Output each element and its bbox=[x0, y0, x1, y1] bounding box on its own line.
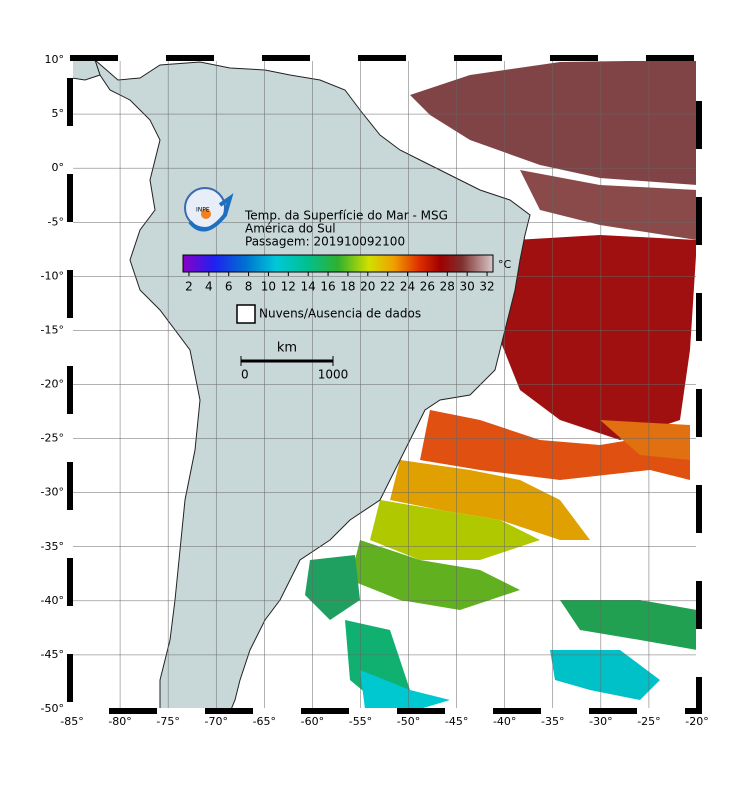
map-region: América do Sul bbox=[245, 222, 336, 236]
x-tick-label: -35° bbox=[541, 715, 564, 728]
inpe-logo: INPE bbox=[184, 187, 234, 232]
map-title: Temp. da Superfície do Mar - MSG bbox=[244, 209, 448, 223]
colorbar-tick-label: 26 bbox=[420, 280, 435, 294]
scale-tick-label: 0 bbox=[241, 368, 249, 382]
scale-unit: km bbox=[277, 341, 297, 356]
x-tick-label: -25° bbox=[637, 715, 660, 728]
x-tick-label: -70° bbox=[204, 715, 227, 728]
colorbar-tick-label: 18 bbox=[340, 280, 355, 294]
legend-label: Nuvens/Ausencia de dados bbox=[259, 307, 421, 321]
colorbar-tick-label: 30 bbox=[460, 280, 475, 294]
colorbar-tick-label: 20 bbox=[360, 280, 375, 294]
y-tick-label: -25° bbox=[41, 432, 64, 445]
map-pass: Passagem: 201910092100 bbox=[245, 235, 405, 249]
x-tick-label: -30° bbox=[589, 715, 612, 728]
x-tick-label: -60° bbox=[301, 715, 324, 728]
map-layers bbox=[72, 60, 697, 709]
x-tick-label: -80° bbox=[108, 715, 131, 728]
x-tick-label: -40° bbox=[493, 715, 516, 728]
colorbar-tick-label: 2 bbox=[185, 280, 193, 294]
colorbar-tick-label: 24 bbox=[400, 280, 415, 294]
x-tick-label: -65° bbox=[253, 715, 276, 728]
colorbar-tick-label: 32 bbox=[479, 280, 494, 294]
y-tick-label: -30° bbox=[41, 486, 64, 499]
x-tick-label: -45° bbox=[445, 715, 468, 728]
colorbar-tick-label: 8 bbox=[245, 280, 253, 294]
colorbar-tick-label: 12 bbox=[281, 280, 296, 294]
central-america-land bbox=[72, 60, 101, 81]
x-tick-label: -20° bbox=[685, 715, 708, 728]
colorbar-tick-label: 4 bbox=[205, 280, 213, 294]
colorbar-tick-label: 6 bbox=[225, 280, 233, 294]
y-tick-label: -10° bbox=[41, 269, 64, 282]
y-tick-label: 0° bbox=[52, 161, 65, 174]
x-tick-label: -85° bbox=[60, 715, 83, 728]
legend-swatch bbox=[236, 304, 256, 324]
y-tick-label: -45° bbox=[41, 648, 64, 661]
colorbar-tick-label: 14 bbox=[301, 280, 316, 294]
y-tick-label: 10° bbox=[45, 53, 65, 66]
logo-text: INPE bbox=[196, 207, 210, 214]
graticule bbox=[72, 60, 697, 709]
y-tick-label: -15° bbox=[41, 323, 64, 336]
colorbar-tick-label: 16 bbox=[320, 280, 335, 294]
y-tick-label: -5° bbox=[48, 215, 64, 228]
colorbar bbox=[182, 254, 494, 273]
y-tick-label: 5° bbox=[52, 107, 65, 120]
y-tick-label: -50° bbox=[41, 702, 64, 715]
scale-tick-label: 1000 bbox=[318, 368, 349, 382]
sst-field bbox=[305, 60, 697, 709]
x-tick-label: -50° bbox=[397, 715, 420, 728]
frame bbox=[67, 55, 702, 714]
y-tick-label: -35° bbox=[41, 540, 64, 553]
x-tick-label: -55° bbox=[349, 715, 372, 728]
colorbar-tick-label: 22 bbox=[380, 280, 395, 294]
colorbar-tick-label: 28 bbox=[440, 280, 455, 294]
y-tick-label: -20° bbox=[41, 378, 64, 391]
colorbar-tick-label: 10 bbox=[261, 280, 276, 294]
y-tick-label: -40° bbox=[41, 594, 64, 607]
x-tick-label: -75° bbox=[156, 715, 179, 728]
colorbar-unit: °C bbox=[498, 258, 512, 271]
